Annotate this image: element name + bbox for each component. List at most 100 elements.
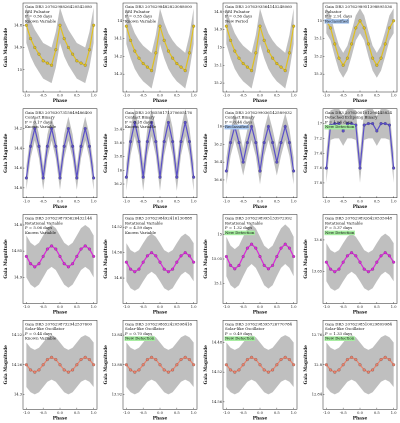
y-tick-label: 14.8 [14, 223, 23, 227]
binned-point [233, 370, 237, 374]
binned-point [179, 140, 183, 144]
x-tick-label: -1.0 [223, 411, 231, 415]
binned-point [50, 355, 54, 359]
y-axis-label: Gaia Magnitude [104, 28, 109, 68]
x-tick-label: -0.5 [40, 305, 48, 309]
binned-point [245, 246, 249, 250]
binned-point [75, 59, 79, 63]
binned-point [33, 265, 37, 269]
binned-point [154, 358, 158, 362]
binned-point [166, 270, 170, 274]
binned-point [154, 51, 158, 55]
y-tick-label: 15 [17, 68, 22, 72]
y-tick-label: 17.8 [314, 181, 323, 185]
title-line: Known Variable [25, 18, 57, 23]
binned-point [358, 166, 362, 170]
binned-point [337, 56, 341, 60]
binned-point [79, 358, 83, 362]
binned-point [24, 254, 28, 258]
x-tick-label: -1.0 [23, 305, 31, 309]
x-tick-label: -1.0 [23, 199, 31, 203]
binned-point [92, 363, 96, 367]
binned-point [183, 69, 187, 73]
x-tick-label: 1.0 [391, 94, 397, 98]
binned-point [275, 255, 279, 259]
x-tick-label: -0.5 [140, 305, 148, 309]
binned-point [166, 370, 170, 374]
binned-point [162, 368, 166, 372]
binned-point [158, 24, 162, 28]
title-line: Detached Eclipsing Binary [325, 115, 378, 120]
binned-point [354, 358, 358, 362]
binned-point [366, 270, 370, 274]
binned-point [275, 363, 279, 367]
y-axis-label: Gaia Magnitude [204, 345, 209, 385]
binned-point [179, 254, 183, 258]
binned-point [37, 368, 41, 372]
binned-point [387, 358, 391, 362]
title-line: Gaia DR3 2076558171370605176 [125, 110, 193, 115]
x-axis-label: Phase [53, 416, 68, 421]
binned-point [262, 141, 266, 145]
binned-point [192, 175, 196, 179]
x-tick-label: 1.0 [291, 94, 297, 98]
binned-point [141, 62, 145, 66]
y-tick-label: 12.84 [312, 392, 323, 396]
title-line: Gaia DR3 2076307315849486400 [25, 110, 93, 115]
binned-point [271, 141, 275, 145]
binned-point [124, 24, 128, 28]
binned-point [54, 144, 58, 148]
y-tick-label: 15.2 [314, 54, 322, 58]
y-tick-label: 15.3 [314, 72, 323, 76]
x-tick-label: -1.0 [323, 94, 331, 98]
title-line: Rotational Variable [125, 220, 164, 225]
x-tick-label: -0.5 [140, 411, 148, 415]
binned-point [150, 355, 154, 359]
binned-point [375, 260, 379, 264]
binned-point [345, 56, 349, 60]
title-line: New Detection [225, 230, 255, 235]
x-tick-label: -0.5 [240, 94, 248, 98]
binned-point [150, 69, 154, 73]
y-tick-label: 14.9 [214, 28, 223, 32]
x-tick-label: 0.5 [174, 199, 180, 203]
binned-point [79, 61, 83, 65]
binned-point [383, 122, 387, 126]
binned-point [75, 363, 79, 367]
binned-point [258, 24, 262, 28]
binned-point [75, 176, 79, 180]
binned-point [66, 45, 70, 49]
binned-point [362, 26, 366, 30]
x-tick-label: 1.0 [391, 411, 397, 415]
binned-point [92, 176, 96, 180]
y-axis-label: Gaia Magnitude [204, 133, 209, 173]
y-tick-label: 15.4 [114, 127, 123, 131]
x-tick-label: 0.5 [274, 94, 280, 98]
x-tick-label: 0.0 [357, 199, 363, 203]
binned-point [171, 140, 175, 144]
binned-point [37, 144, 41, 148]
binned-point [224, 255, 228, 259]
binned-point [33, 370, 37, 374]
title-line: Gaia DR3 2076300101296445824 [325, 110, 393, 115]
highlight-box [124, 336, 155, 341]
y-tick-label: 14.56 [112, 251, 123, 255]
x-tick-label: 0.5 [74, 94, 80, 98]
binned-point [92, 23, 96, 27]
binned-point [129, 140, 133, 144]
title-line: New Detection [225, 336, 255, 341]
title-line: Gaia DR3 2076298826420542080 [25, 4, 93, 9]
y-tick-label: 15.2 [214, 81, 222, 85]
binned-point [254, 141, 258, 145]
title-line: Pulsator [325, 9, 342, 14]
binned-point [129, 267, 133, 271]
x-tick-label: 0.5 [374, 94, 380, 98]
x-axis-label: Phase [353, 205, 368, 210]
y-tick-label: 15.6 [114, 141, 123, 145]
x-tick-label: -0.5 [340, 305, 348, 309]
title-line: P = 0.56 days [25, 14, 52, 19]
binned-point [45, 358, 49, 362]
binned-point [175, 62, 179, 66]
binned-point [166, 120, 170, 124]
y-axis-label: Gaia Magnitude [4, 239, 9, 279]
